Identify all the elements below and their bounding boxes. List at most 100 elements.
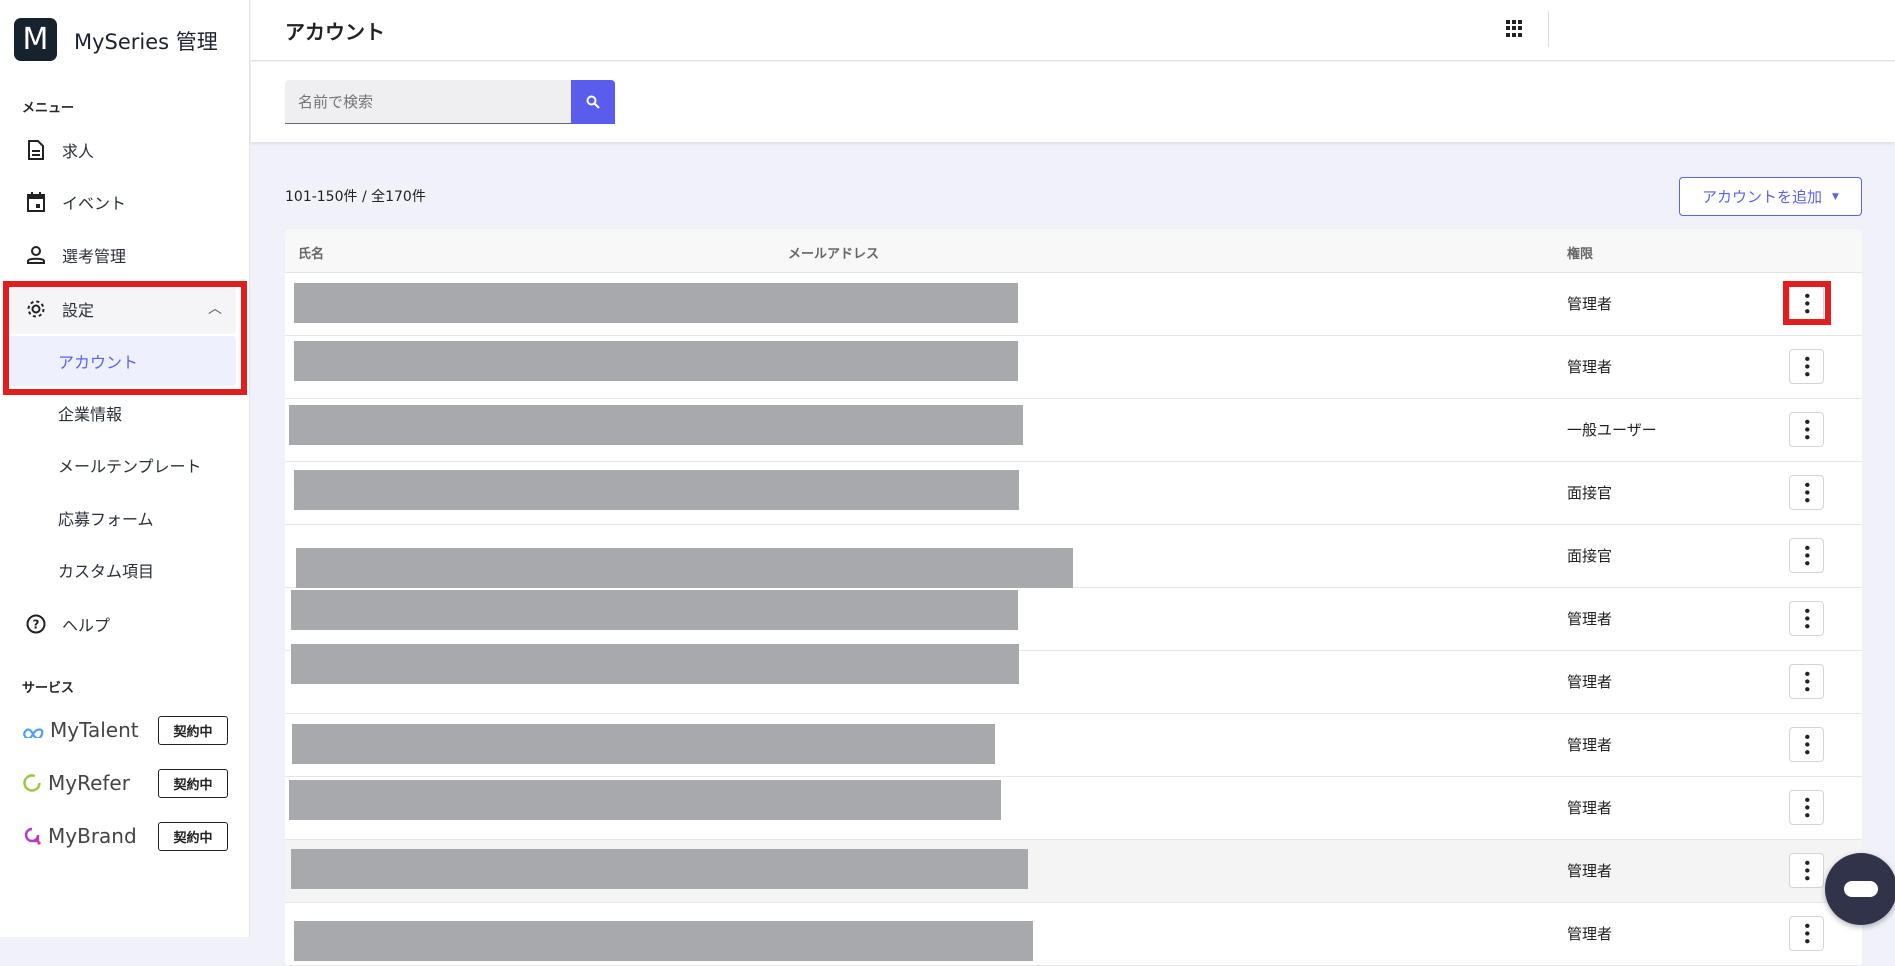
row-menu-button[interactable]: •••: [1789, 475, 1824, 510]
sidebar-item-label: アカウント: [58, 353, 139, 372]
redacted-name-email: [294, 341, 1018, 381]
service-mybrand[interactable]: MyBrand 契約中: [22, 820, 228, 852]
table-row[interactable]: 一般ユーザー •••: [285, 399, 1862, 462]
redacted-name-email: [291, 644, 1019, 684]
person-icon: [24, 243, 48, 267]
row-menu-button[interactable]: •••: [1789, 349, 1824, 384]
sidebar-item-label: カスタム項目: [58, 562, 155, 581]
document-icon: [24, 138, 48, 162]
redacted-name-email: [291, 849, 1028, 889]
table-row[interactable]: 管理者 •••: [285, 273, 1862, 336]
app-name: MySeries 管理: [74, 30, 218, 54]
role-cell: 管理者: [1567, 358, 1613, 376]
sidebar-item-events[interactable]: イベント: [6, 177, 236, 227]
more-vertical-icon: •••: [1799, 858, 1814, 882]
table-row[interactable]: 面接官 •••: [285, 525, 1862, 588]
sidebar-item-label: 求人: [62, 142, 95, 161]
row-menu-button[interactable]: •••: [1789, 601, 1824, 636]
row-menu-button[interactable]: •••: [1789, 286, 1824, 321]
role-cell: 管理者: [1567, 925, 1613, 943]
role-cell: 管理者: [1567, 799, 1613, 817]
contract-badge: 契約中: [158, 821, 228, 851]
row-menu-button[interactable]: •••: [1789, 412, 1824, 447]
service-myrefer[interactable]: MyRefer 契約中: [22, 767, 228, 799]
more-vertical-icon: •••: [1799, 606, 1814, 630]
more-vertical-icon: •••: [1799, 543, 1814, 567]
service-name: MyRefer: [48, 771, 130, 795]
accounts-table: 氏名 メールアドレス 権限 管理者 ••• 管理者 ••• 一般ユーザー ••• 面接官 ••…: [285, 229, 1862, 966]
help-icon: ?: [24, 612, 48, 636]
divider: [1548, 11, 1549, 47]
role-cell: 面接官: [1567, 484, 1613, 502]
apps-grid-icon[interactable]: [1506, 20, 1523, 37]
sidebar-item-label: メールテンプレート: [58, 457, 202, 476]
role-cell: 管理者: [1567, 610, 1613, 628]
services-section-label: サービス: [22, 681, 75, 696]
add-account-label: アカウントを追加: [1702, 188, 1823, 206]
role-cell: 管理者: [1567, 673, 1613, 691]
column-header-role: 権限: [1567, 247, 1594, 262]
row-menu-button[interactable]: •••: [1789, 664, 1824, 699]
sidebar-subitem-application-form[interactable]: 応募フォーム: [6, 493, 236, 543]
table-row[interactable]: 管理者 •••: [285, 840, 1862, 903]
sidebar-item-help[interactable]: ? ヘルプ: [6, 599, 236, 649]
svg-text:?: ?: [33, 618, 40, 632]
sidebar-item-label: 企業情報: [58, 405, 123, 424]
service-name: MyBrand: [48, 824, 137, 848]
search-icon: [586, 95, 600, 109]
role-cell: 一般ユーザー: [1567, 421, 1657, 439]
search-area: [251, 62, 1895, 142]
top-bar: アカウント: [251, 0, 1895, 61]
sidebar-item-label: ヘルプ: [62, 616, 111, 635]
sidebar-item-label: 選考管理: [62, 247, 127, 266]
row-menu-button[interactable]: •••: [1789, 916, 1824, 951]
sidebar-item-label: 応募フォーム: [58, 510, 154, 529]
row-menu-button[interactable]: •••: [1789, 790, 1824, 825]
sidebar-item-selection[interactable]: 選考管理: [6, 230, 236, 280]
table-header: 氏名 メールアドレス 権限: [285, 229, 1862, 273]
chat-icon: [1844, 881, 1878, 897]
more-vertical-icon: •••: [1799, 921, 1814, 945]
sidebar-subitem-company[interactable]: 企業情報: [6, 388, 236, 438]
column-header-name: 氏名: [298, 247, 325, 262]
sidebar-subitem-custom-fields[interactable]: カスタム項目: [6, 545, 236, 595]
table-row[interactable]: 管理者 •••: [285, 714, 1862, 777]
more-vertical-icon: •••: [1799, 417, 1814, 441]
add-account-button[interactable]: アカウントを追加 ▼: [1679, 177, 1862, 216]
sidebar-item-jobs[interactable]: 求人: [6, 125, 236, 175]
row-menu-button[interactable]: •••: [1789, 727, 1824, 762]
service-mytalent[interactable]: MyTalent 契約中: [22, 714, 228, 746]
chat-button[interactable]: [1825, 853, 1895, 925]
row-menu-button[interactable]: •••: [1789, 853, 1824, 888]
sidebar-item-settings[interactable]: 設定 ︿: [6, 284, 236, 334]
mytalent-logo-icon: [22, 728, 44, 738]
redacted-name-email: [294, 921, 1033, 961]
sidebar-subitem-account[interactable]: アカウント: [6, 336, 236, 386]
role-cell: 管理者: [1567, 862, 1613, 880]
more-vertical-icon: •••: [1799, 354, 1814, 378]
role-cell: 管理者: [1567, 736, 1613, 754]
result-count: 101-150件 / 全170件: [285, 189, 426, 205]
table-row[interactable]: 管理者 •••: [285, 588, 1862, 651]
redacted-name-email: [294, 470, 1019, 510]
table-row[interactable]: 管理者 •••: [285, 644, 1862, 714]
search-input[interactable]: [285, 80, 571, 124]
sidebar-subitem-mail-template[interactable]: メールテンプレート: [6, 440, 236, 490]
table-row[interactable]: 管理者 •••: [285, 903, 1862, 966]
more-vertical-icon: •••: [1799, 291, 1814, 315]
redacted-name-email: [291, 590, 1018, 630]
table-row[interactable]: 面接官 •••: [285, 462, 1862, 525]
role-cell: 管理者: [1567, 295, 1613, 313]
role-cell: 面接官: [1567, 547, 1613, 565]
more-vertical-icon: •••: [1799, 669, 1814, 693]
table-row[interactable]: 管理者 •••: [285, 777, 1862, 840]
contract-badge: 契約中: [158, 768, 228, 798]
redacted-name-email: [292, 724, 995, 764]
row-menu-button[interactable]: •••: [1789, 538, 1824, 573]
app-logo: M: [14, 18, 57, 61]
gear-icon: [24, 297, 48, 321]
more-vertical-icon: •••: [1799, 480, 1814, 504]
table-row[interactable]: 管理者 •••: [285, 336, 1862, 399]
search-button[interactable]: [571, 80, 615, 124]
redacted-name-email: [289, 780, 1001, 820]
